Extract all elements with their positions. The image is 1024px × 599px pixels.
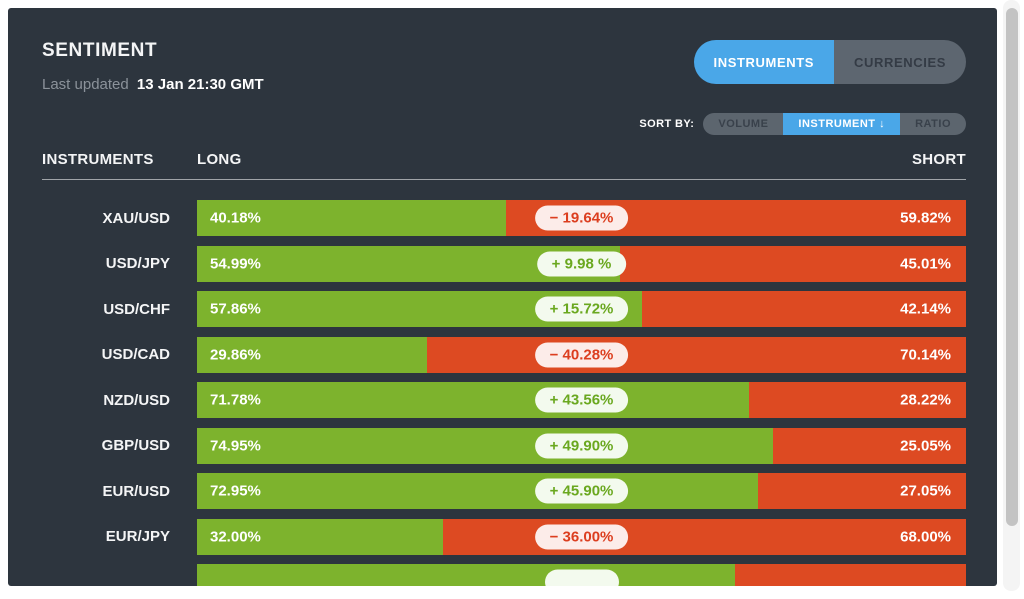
long-bar-segment <box>197 200 506 236</box>
sort-ratio-button[interactable]: RATIO <box>900 113 966 135</box>
table-row: EUR/USD 72.95% + 45.90% 27.05% <box>42 473 966 509</box>
short-percent: 70.14% <box>900 346 951 363</box>
short-percent: 28.22% <box>900 391 951 409</box>
long-bar-segment <box>197 382 749 418</box>
last-updated-value: 13 Jan 21:30 GMT <box>136 76 264 93</box>
net-sentiment-pill: − 19.64% <box>534 205 629 231</box>
long-bar-segment <box>197 518 444 555</box>
sentiment-bar[interactable]: 54.99% + 9.98 % 45.01% <box>197 245 966 282</box>
short-percent: 45.01% <box>900 255 951 272</box>
table-row: NZD/USD 71.78% + 43.56% 28.22% <box>42 382 966 418</box>
long-percent: 54.99% <box>210 255 261 272</box>
long-bar-segment <box>197 473 758 509</box>
long-bar-segment <box>197 427 774 464</box>
short-bar-segment <box>748 382 966 418</box>
column-header-long: LONG <box>197 151 242 168</box>
table-row: XAU/USD 40.18% − 19.64% 59.82% <box>42 200 966 236</box>
short-percent: 27.05% <box>900 482 951 500</box>
last-updated-label: Last updated <box>42 76 129 93</box>
net-sentiment-pill: + 43.56% <box>534 387 629 413</box>
sentiment-bar[interactable]: 40.18% − 19.64% 59.82% <box>197 200 966 236</box>
sort-row: SORT BY: VOLUME INSTRUMENT ↓ RATIO <box>42 113 966 135</box>
long-percent: 71.78% <box>210 391 261 409</box>
sentiment-bar[interactable]: 71.78% + 43.56% 28.22% <box>197 382 966 418</box>
long-percent: 40.18% <box>210 209 261 227</box>
short-bar-segment <box>426 336 966 373</box>
short-bar-segment <box>773 427 966 464</box>
short-percent: 59.82% <box>900 209 951 227</box>
short-bar-segment <box>735 564 966 586</box>
sentiment-bar[interactable]: 72.95% + 45.90% 27.05% <box>197 473 966 509</box>
table-row: USD/JPY 54.99% + 9.98 % 45.01% <box>42 245 966 282</box>
last-updated: Last updated 13 Jan 21:30 GMT <box>42 76 264 93</box>
table-row: GBP/USD 74.95% + 49.90% 25.05% <box>42 427 966 464</box>
long-bar-segment <box>197 564 736 586</box>
table-row <box>42 564 966 586</box>
short-percent: 25.05% <box>900 437 951 454</box>
sort-instrument-button[interactable]: INSTRUMENT ↓ <box>783 113 901 135</box>
sentiment-widget: SENTIMENT Last updated 13 Jan 21:30 GMT … <box>8 8 997 586</box>
column-header-instruments: INSTRUMENTS <box>42 151 154 168</box>
sentiment-bar[interactable] <box>197 564 966 586</box>
net-sentiment-pill: + 15.72% <box>534 296 629 322</box>
column-header-short: SHORT <box>912 151 966 168</box>
widget-header: SENTIMENT Last updated 13 Jan 21:30 GMT … <box>42 40 966 93</box>
long-percent: 32.00% <box>210 528 261 545</box>
short-bar-segment <box>443 518 966 555</box>
net-sentiment-pill <box>544 569 619 586</box>
sort-volume-button[interactable]: VOLUME <box>703 113 784 135</box>
net-sentiment-pill: + 9.98 % <box>536 251 627 276</box>
long-percent: 29.86% <box>210 346 261 363</box>
long-percent: 57.86% <box>210 300 261 318</box>
table-row: EUR/JPY 32.00% − 36.00% 68.00% <box>42 518 966 555</box>
instrument-label: USD/CHF <box>103 300 170 318</box>
net-sentiment-pill: − 36.00% <box>534 524 629 549</box>
table-row: USD/CHF 57.86% + 15.72% 42.14% <box>42 291 966 327</box>
table-row: USD/CAD 29.86% − 40.28% 70.14% <box>42 336 966 373</box>
instrument-label: NZD/USD <box>103 391 170 409</box>
sentiment-bar[interactable]: 57.86% + 15.72% 42.14% <box>197 291 966 327</box>
page-title: SENTIMENT <box>42 40 158 61</box>
instrument-label: GBP/USD <box>101 437 170 454</box>
sentiment-bar[interactable]: 29.86% − 40.28% 70.14% <box>197 336 966 373</box>
sentiment-bar[interactable]: 74.95% + 49.90% 25.05% <box>197 427 966 464</box>
sentiment-bar[interactable]: 32.00% − 36.00% 68.00% <box>197 518 966 555</box>
net-sentiment-pill: − 40.28% <box>534 342 629 367</box>
short-percent: 68.00% <box>900 528 951 545</box>
instrument-label: USD/JPY <box>105 255 170 272</box>
short-percent: 42.14% <box>900 300 951 318</box>
sentiment-rows: XAU/USD 40.18% − 19.64% 59.82% USD/JPY 5… <box>42 200 966 586</box>
sort-by-label: SORT BY: <box>639 118 695 130</box>
tab-instruments[interactable]: INSTRUMENTS <box>693 40 835 84</box>
scrollbar-thumb[interactable] <box>1005 8 1018 526</box>
long-percent: 74.95% <box>210 437 261 454</box>
table-header: INSTRUMENTS LONG SHORT <box>42 151 966 168</box>
sort-button-group: VOLUME INSTRUMENT ↓ RATIO <box>703 113 966 135</box>
net-sentiment-pill: + 49.90% <box>534 433 629 458</box>
net-sentiment-pill: + 45.90% <box>534 478 629 504</box>
long-percent: 72.95% <box>210 482 261 500</box>
long-bar-segment <box>197 336 427 373</box>
instrument-label: XAU/USD <box>102 209 170 227</box>
header-left: SENTIMENT Last updated 13 Jan 21:30 GMT <box>42 40 264 93</box>
short-bar-segment <box>641 291 966 327</box>
instrument-label: EUR/JPY <box>105 528 170 545</box>
tab-currencies[interactable]: CURRENCIES <box>834 40 966 84</box>
scrollbar[interactable] <box>1003 0 1020 591</box>
header-divider <box>42 179 966 180</box>
instrument-label: EUR/USD <box>102 482 170 500</box>
short-bar-segment <box>757 473 966 509</box>
instrument-label: USD/CAD <box>101 346 170 363</box>
short-bar-segment <box>619 245 966 282</box>
view-toggle: INSTRUMENTS CURRENCIES <box>693 40 966 84</box>
